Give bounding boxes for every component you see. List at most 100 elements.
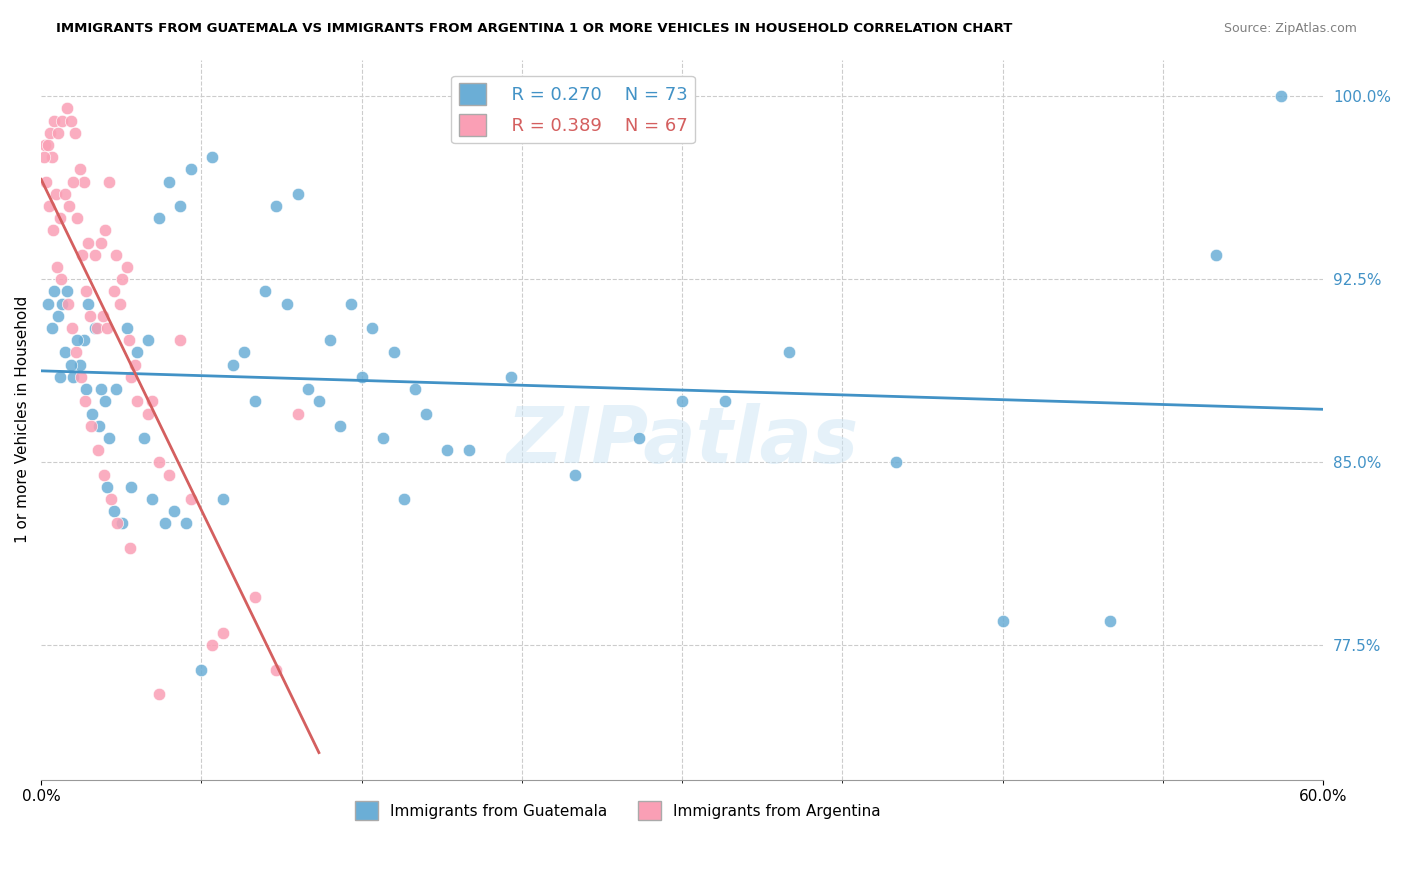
Point [991,614,1014,628]
Point [98,175,121,189]
Point [287,186,309,201]
Legend: Immigrants from Guatemala, Immigrants from Argentina: Immigrants from Guatemala, Immigrants fr… [349,795,887,826]
Point [42,223,65,237]
Point [35,175,58,189]
Point [211,491,233,506]
Point [361,321,384,335]
Point [37,296,59,310]
Text: ZIPatlas: ZIPatlas [506,403,858,479]
Point [87,418,110,433]
Point [1270,89,1292,103]
Point [38,199,60,213]
Point [264,199,287,213]
Point [91,309,114,323]
Point [340,296,363,310]
Point [211,626,233,640]
Point [162,504,184,518]
Point [254,285,277,299]
Text: Source: ZipAtlas.com: Source: ZipAtlas.com [1223,22,1357,36]
Point [297,382,319,396]
Point [46,260,69,274]
Point [103,285,125,299]
Point [141,394,163,409]
Point [87,443,110,458]
Point [628,431,651,445]
Point [222,358,245,372]
Point [93,467,115,482]
Point [41,150,63,164]
Point [233,345,256,359]
Point [132,431,155,445]
Point [73,394,96,409]
Point [49,211,72,226]
Point [45,186,67,201]
Y-axis label: 1 or more Vehicles in Household: 1 or more Vehicles in Household [15,296,30,543]
Point [105,516,128,531]
Point [83,248,105,262]
Point [371,431,394,445]
Point [53,186,76,201]
Point [94,223,117,237]
Point [148,455,170,469]
Point [69,162,91,177]
Point [90,235,112,250]
Point [243,590,266,604]
Point [153,516,176,531]
Point [75,382,97,396]
Point [41,321,63,335]
Point [124,358,146,372]
Point [111,516,134,531]
Point [884,455,907,469]
Point [60,358,83,372]
Point [115,321,138,335]
Point [94,394,117,409]
Point [564,467,586,482]
Point [148,687,170,701]
Point [190,663,212,677]
Point [42,113,65,128]
Point [51,272,73,286]
Point [120,370,142,384]
Point [148,211,170,226]
Point [778,345,800,359]
Point [90,382,112,396]
Point [77,235,100,250]
Point [180,491,202,506]
Point [98,431,121,445]
Point [55,102,77,116]
Point [127,345,149,359]
Point [118,541,141,555]
Point [318,333,340,347]
Point [350,370,373,384]
Point [136,407,159,421]
Point [394,491,416,506]
Point [46,309,69,323]
Point [62,175,84,189]
Point [38,126,60,140]
Point [60,321,83,335]
Point [141,491,163,506]
Point [501,370,523,384]
Point [115,260,138,274]
Point [77,296,100,310]
Point [73,333,96,347]
Point [34,150,56,164]
Point [287,407,309,421]
Point [108,296,131,310]
Point [80,418,103,433]
Point [65,126,87,140]
Point [66,211,89,226]
Point [103,504,125,518]
Point [329,418,352,433]
Point [60,113,83,128]
Point [51,296,73,310]
Point [264,663,287,677]
Point [51,113,73,128]
Point [120,480,142,494]
Point [276,296,298,310]
Point [82,407,104,421]
Point [96,321,118,335]
Point [157,175,180,189]
Point [136,333,159,347]
Point [69,358,91,372]
